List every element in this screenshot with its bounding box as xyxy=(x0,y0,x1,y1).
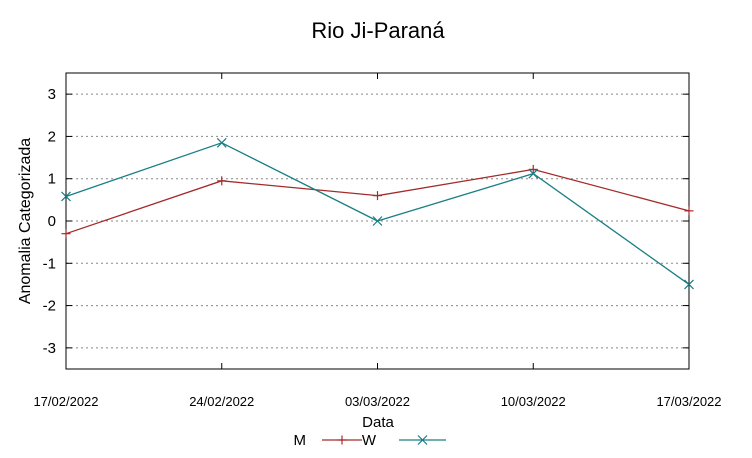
y-tick-label: -2 xyxy=(43,298,56,315)
x-axis-label: Data xyxy=(362,414,394,431)
x-tick-label: 24/02/2022 xyxy=(189,394,254,409)
legend-marker-m xyxy=(337,435,347,445)
y-tick-label: 0 xyxy=(48,213,56,230)
y-tick-label: -3 xyxy=(43,340,56,357)
data-point-m xyxy=(684,206,694,216)
legend-label-w: W xyxy=(362,432,377,449)
x-tick-label: 17/03/2022 xyxy=(656,394,721,409)
y-tick-label: -1 xyxy=(43,255,56,272)
data-point-w xyxy=(372,216,383,226)
data-point-w xyxy=(61,191,71,202)
data-point-w xyxy=(216,137,227,148)
y-axis-label: Anomalia Categorizada xyxy=(17,138,34,304)
data-point-m xyxy=(373,191,382,201)
series-layer xyxy=(61,137,694,290)
y-tick-label: 1 xyxy=(48,171,56,188)
x-tick-label: 03/03/2022 xyxy=(345,394,410,409)
data-point-m xyxy=(61,229,71,239)
data-point-m xyxy=(217,176,227,186)
y-axis: 3 2 1 0 -1 -2 -3 xyxy=(43,86,689,357)
y-tick-label: 3 xyxy=(48,86,56,103)
data-point-w xyxy=(528,168,539,179)
x-axis: 17/02/2022 24/02/2022 03/03/2022 10/03/2022… xyxy=(33,73,722,409)
data-point-m xyxy=(528,164,538,174)
y-tick-label: 2 xyxy=(48,128,56,145)
x-tick-label: 10/03/2022 xyxy=(501,394,566,409)
legend-label-m: M xyxy=(294,432,307,449)
data-point-w xyxy=(684,279,694,290)
legend-marker-w xyxy=(417,435,428,445)
chart-title: Rio Ji-Paraná xyxy=(311,18,445,43)
x-tick-label: 17/02/2022 xyxy=(33,394,98,409)
